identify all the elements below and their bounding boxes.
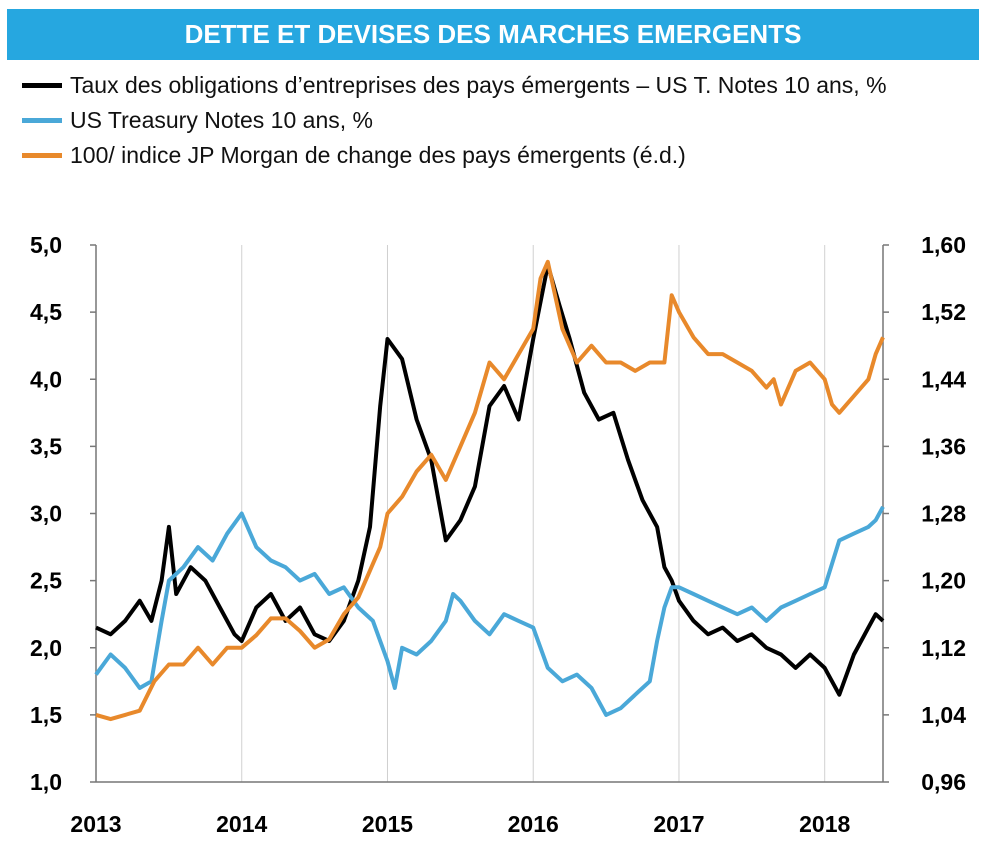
x-tick-label-2018: 2018: [799, 811, 850, 837]
x-tick-label-2014: 2014: [216, 811, 267, 837]
legend-item-spread: Taux des obligations d’entreprises des p…: [22, 68, 887, 103]
x-tick-label-2013: 2013: [70, 811, 121, 837]
y-right-tick-label: 1,44: [921, 366, 966, 392]
legend-label-us-treasury: US Treasury Notes 10 ans, %: [70, 107, 373, 133]
legend: Taux des obligations d’entreprises des p…: [22, 68, 887, 173]
x-tick-label-2016: 2016: [508, 811, 559, 837]
legend-item-fx-index: 100/ indice JP Morgan de change des pays…: [22, 138, 887, 173]
series-line-spread: [95, 263, 885, 697]
legend-label-spread: Taux des obligations d’entreprises des p…: [70, 72, 887, 98]
y-right-tick-label: 1,12: [921, 635, 966, 661]
x-tick-label-2015: 2015: [362, 811, 413, 837]
y-right-tick-label: 1,36: [921, 433, 966, 459]
legend-swatch-spread: [22, 83, 62, 88]
y-right-tick-label: 1,20: [921, 568, 966, 594]
y-left-tick-label: 2,5: [30, 568, 62, 594]
legend-swatch-fx-index: [22, 153, 62, 158]
x-tick-label-2017: 2017: [653, 811, 704, 837]
y-left-tick-label: 5,0: [30, 232, 62, 258]
y-right-tick-label: 1,60: [921, 232, 966, 258]
y-left-tick-label: 3,5: [30, 433, 62, 459]
chart-title: DETTE ET DEVISES DES MARCHES EMERGENTS: [7, 9, 979, 60]
y-right-tick-label: 1,52: [921, 299, 966, 325]
legend-swatch-us-treasury: [22, 118, 62, 123]
y-left-tick-label: 2,0: [30, 635, 62, 661]
series-line-us-treasury: [94, 505, 885, 717]
legend-item-us-treasury: US Treasury Notes 10 ans, %: [22, 103, 887, 138]
legend-label-fx-index: 100/ indice JP Morgan de change des pays…: [70, 142, 686, 168]
y-left-tick-label: 4,5: [30, 299, 62, 325]
series-line-fx-index: [95, 259, 885, 722]
y-left-tick-label: 3,0: [30, 501, 62, 527]
y-left-tick-label: 1,0: [30, 769, 62, 795]
y-left-tick-label: 4,0: [30, 366, 62, 392]
y-right-tick-label: 1,04: [921, 702, 966, 728]
y-right-tick-label: 0,96: [921, 769, 966, 795]
y-left-tick-label: 1,5: [30, 702, 62, 728]
y-right-tick-label: 1,28: [921, 501, 966, 527]
